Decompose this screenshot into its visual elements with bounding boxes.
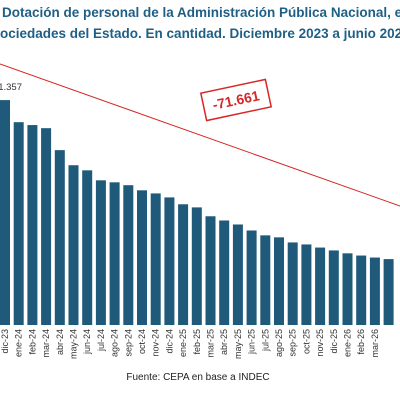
annotation-box: -71.661: [199, 78, 273, 122]
x-tick-label: feb-26: [356, 329, 366, 355]
bar: [82, 170, 93, 325]
bar: [369, 257, 380, 325]
bar: [13, 122, 24, 325]
bar: [0, 100, 10, 326]
bar: [150, 193, 161, 325]
chart-title: ociedades del Estado. En cantidad. Dicie…: [0, 26, 400, 41]
x-tick-label: feb-24: [27, 329, 37, 355]
x-tick-label: may-24: [69, 329, 79, 359]
x-tick-label: dic-25: [329, 329, 339, 354]
x-tick-label: oct-25: [301, 329, 311, 354]
bar: [191, 207, 202, 325]
source: Fuente: CEPA en base a INDEC: [126, 372, 269, 383]
x-tick-label: jun-25: [247, 329, 257, 355]
bar: [246, 230, 257, 325]
x-tick-label: mar-24: [41, 329, 51, 358]
x-tick-label: mar-26: [370, 329, 380, 358]
bar: [219, 220, 230, 325]
bar: [95, 180, 106, 325]
annotation-frame: [199, 78, 273, 122]
bar: [205, 216, 216, 325]
bar: [178, 204, 189, 325]
bar: [328, 250, 339, 325]
x-tick-label: ago-25: [274, 329, 284, 357]
bar: [232, 224, 243, 325]
x-tick-label: sep-24: [123, 329, 133, 357]
x-tick-label: ago-24: [110, 329, 120, 357]
bar: [123, 185, 134, 325]
bar: [27, 125, 38, 325]
bar: [274, 237, 284, 325]
trend-line: [0, 63, 400, 207]
x-tick-label: abr-24: [55, 329, 65, 355]
x-tick-label: ene-24: [14, 329, 24, 357]
x-tick-label: sep-25: [288, 329, 298, 357]
bar: [383, 259, 394, 325]
bar: [342, 253, 353, 325]
bar: [164, 197, 175, 325]
bar: [41, 128, 52, 325]
x-tick-label: dic-23: [0, 329, 10, 354]
bar: [260, 235, 271, 325]
x-tick-label: may-25: [233, 329, 243, 359]
bar: [356, 255, 367, 325]
x-tick-label: jul-24: [96, 329, 106, 352]
bar: [137, 190, 147, 325]
x-tick-label: nov-24: [151, 329, 161, 357]
x-tick-label: dic-24: [164, 329, 174, 354]
bar: [109, 182, 120, 325]
chart-title: Dotación de personal de la Administració…: [2, 5, 400, 20]
x-tick-label: ene-26: [343, 329, 353, 357]
x-tick-label: ene-25: [178, 329, 188, 357]
x-tick-label: abr-25: [219, 329, 229, 355]
x-tick-label: feb-25: [192, 329, 202, 355]
bar: [287, 242, 298, 325]
x-tick-label: nov-25: [315, 329, 325, 357]
bar: [54, 150, 65, 325]
value-label: 341.357: [0, 82, 22, 93]
x-tick-label: jun-24: [82, 329, 92, 355]
bar: [315, 247, 326, 325]
bar: [301, 244, 312, 325]
x-tick-label: oct-24: [137, 329, 147, 354]
bar: [68, 165, 79, 325]
x-tick-label: mar-25: [206, 329, 216, 358]
x-tick-label: jul-25: [260, 329, 270, 352]
